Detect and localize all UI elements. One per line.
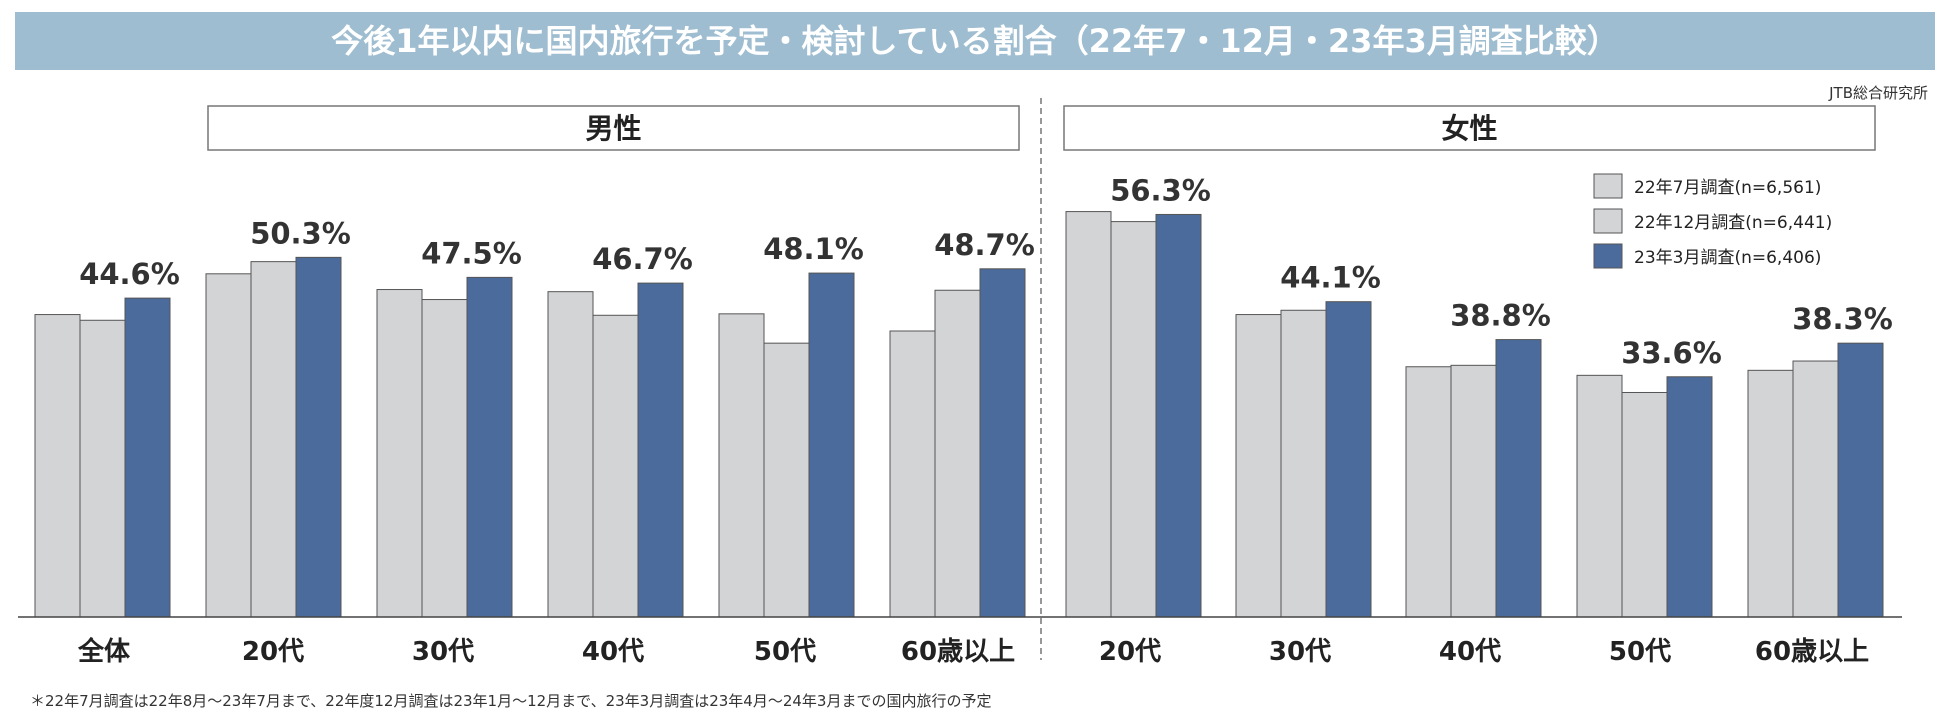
group-header-label: 男性 [585,112,641,145]
bar [718,313,765,618]
bar [547,291,594,618]
legend-label: 22年12月調査(n=6,441) [1634,213,1832,233]
x-tick-label: 30代 [412,637,474,667]
bar [250,261,297,618]
bar [79,319,126,618]
bar [1280,309,1327,618]
bar [1405,366,1452,618]
x-tick-label: 60歳以上 [901,637,1015,667]
data-label: 38.8% [1450,299,1551,333]
data-label: 33.6% [1621,336,1722,370]
legend-swatch [1593,173,1623,199]
bar [34,314,81,618]
bar [1235,314,1282,618]
x-tick-label: 40代 [582,637,644,667]
legend-swatch [1593,208,1623,234]
bar [1576,374,1623,618]
data-label: 46.7% [592,242,693,276]
page-title: 今後1年以内に国内旅行を予定・検討している割合（22年7・12月・23年3月調査… [331,22,1619,60]
x-tick-label: 50代 [754,637,816,667]
x-tick-label: 50代 [1609,637,1671,667]
bar [1065,211,1112,618]
bar [592,314,639,618]
data-label: 50.3% [250,216,351,250]
bar [889,330,936,618]
bar [1621,391,1668,618]
bar [421,299,468,618]
bar [979,268,1026,618]
x-tick-label: 全体 [77,636,131,667]
group-header-box [207,105,1020,151]
bar [1837,342,1884,618]
bar [1325,301,1372,618]
bar [1666,376,1713,618]
bar [124,297,171,618]
bar [295,256,342,618]
bar [808,272,855,618]
x-tick-label: 40代 [1439,637,1501,667]
bar [1110,221,1157,618]
group-header-box [1063,105,1876,151]
bar [1155,213,1202,618]
bar [1495,339,1542,618]
legend-label: 22年7月調査(n=6,561) [1634,178,1821,198]
data-label: 48.1% [763,232,864,266]
legend-label: 23年3月調査(n=6,406) [1634,248,1821,268]
data-label: 47.5% [421,236,522,270]
data-label: 48.7% [934,228,1035,262]
group-header-label: 女性 [1441,112,1497,145]
x-tick-label: 20代 [242,637,304,667]
bar [1792,360,1839,618]
data-label: 44.6% [79,257,180,291]
x-tick-label: 30代 [1269,637,1331,667]
data-label: 44.1% [1280,261,1381,295]
footnote: ＊22年7月調査は22年8月～23年7月まで、22年度12月調査は23年1月～1… [30,692,992,710]
bar [763,342,810,618]
bar [1450,364,1497,618]
bar [1747,369,1794,618]
bar [637,282,684,618]
data-label: 38.3% [1792,302,1893,336]
source-label: JTB総合研究所 [1829,84,1928,102]
bar-chart: 男性 女性 44.6% 50.3% 47.5% 46.7% 48.1% 48.7% 56.3% 4… [18,98,1902,667]
title-bar: 今後1年以内に国内旅行を予定・検討している割合（22年7・12月・23年3月調査… [15,12,1935,70]
x-tick-label: 20代 [1099,637,1161,667]
bar [466,276,513,618]
bar [376,289,423,618]
bar [934,289,981,618]
bar [205,273,252,618]
x-tick-label: 60歳以上 [1755,637,1869,667]
legend-swatch [1593,243,1623,269]
data-label: 56.3% [1110,173,1211,207]
